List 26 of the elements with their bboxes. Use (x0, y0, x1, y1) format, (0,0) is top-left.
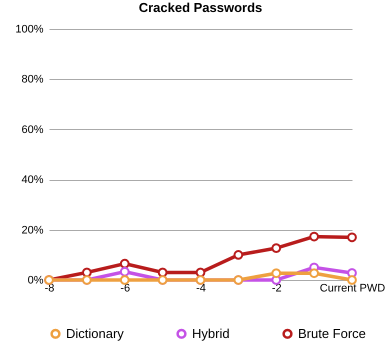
point (309, 268, 319, 278)
point (120, 275, 130, 285)
point (347, 232, 357, 242)
point (196, 268, 206, 278)
y-tick-label: 0% (28, 274, 44, 286)
legend-label: Dictionary (66, 326, 124, 341)
x-tick-label: -6 (120, 282, 130, 294)
point (309, 232, 319, 242)
point (234, 250, 244, 260)
y-tick-label: 40% (21, 174, 44, 186)
point (120, 266, 130, 277)
y-tick-label: 60% (21, 124, 44, 136)
y-tick-label: 100% (15, 24, 44, 36)
x-tick-label: -4 (196, 282, 206, 294)
point (120, 258, 130, 269)
y-tick-label: 20% (21, 224, 44, 236)
y-tick-label: 80% (21, 74, 44, 86)
point (82, 268, 92, 278)
chart-title: Cracked Passwords (138, 0, 262, 15)
point (271, 268, 282, 278)
x-tick-label: -8 (44, 282, 54, 294)
x-tick-label: Current PWD (320, 282, 386, 294)
x-tick-label: -2 (272, 282, 282, 294)
legend-label: Brute Force (298, 326, 366, 341)
legend-label: Hybrid (192, 326, 230, 341)
point (271, 243, 282, 253)
